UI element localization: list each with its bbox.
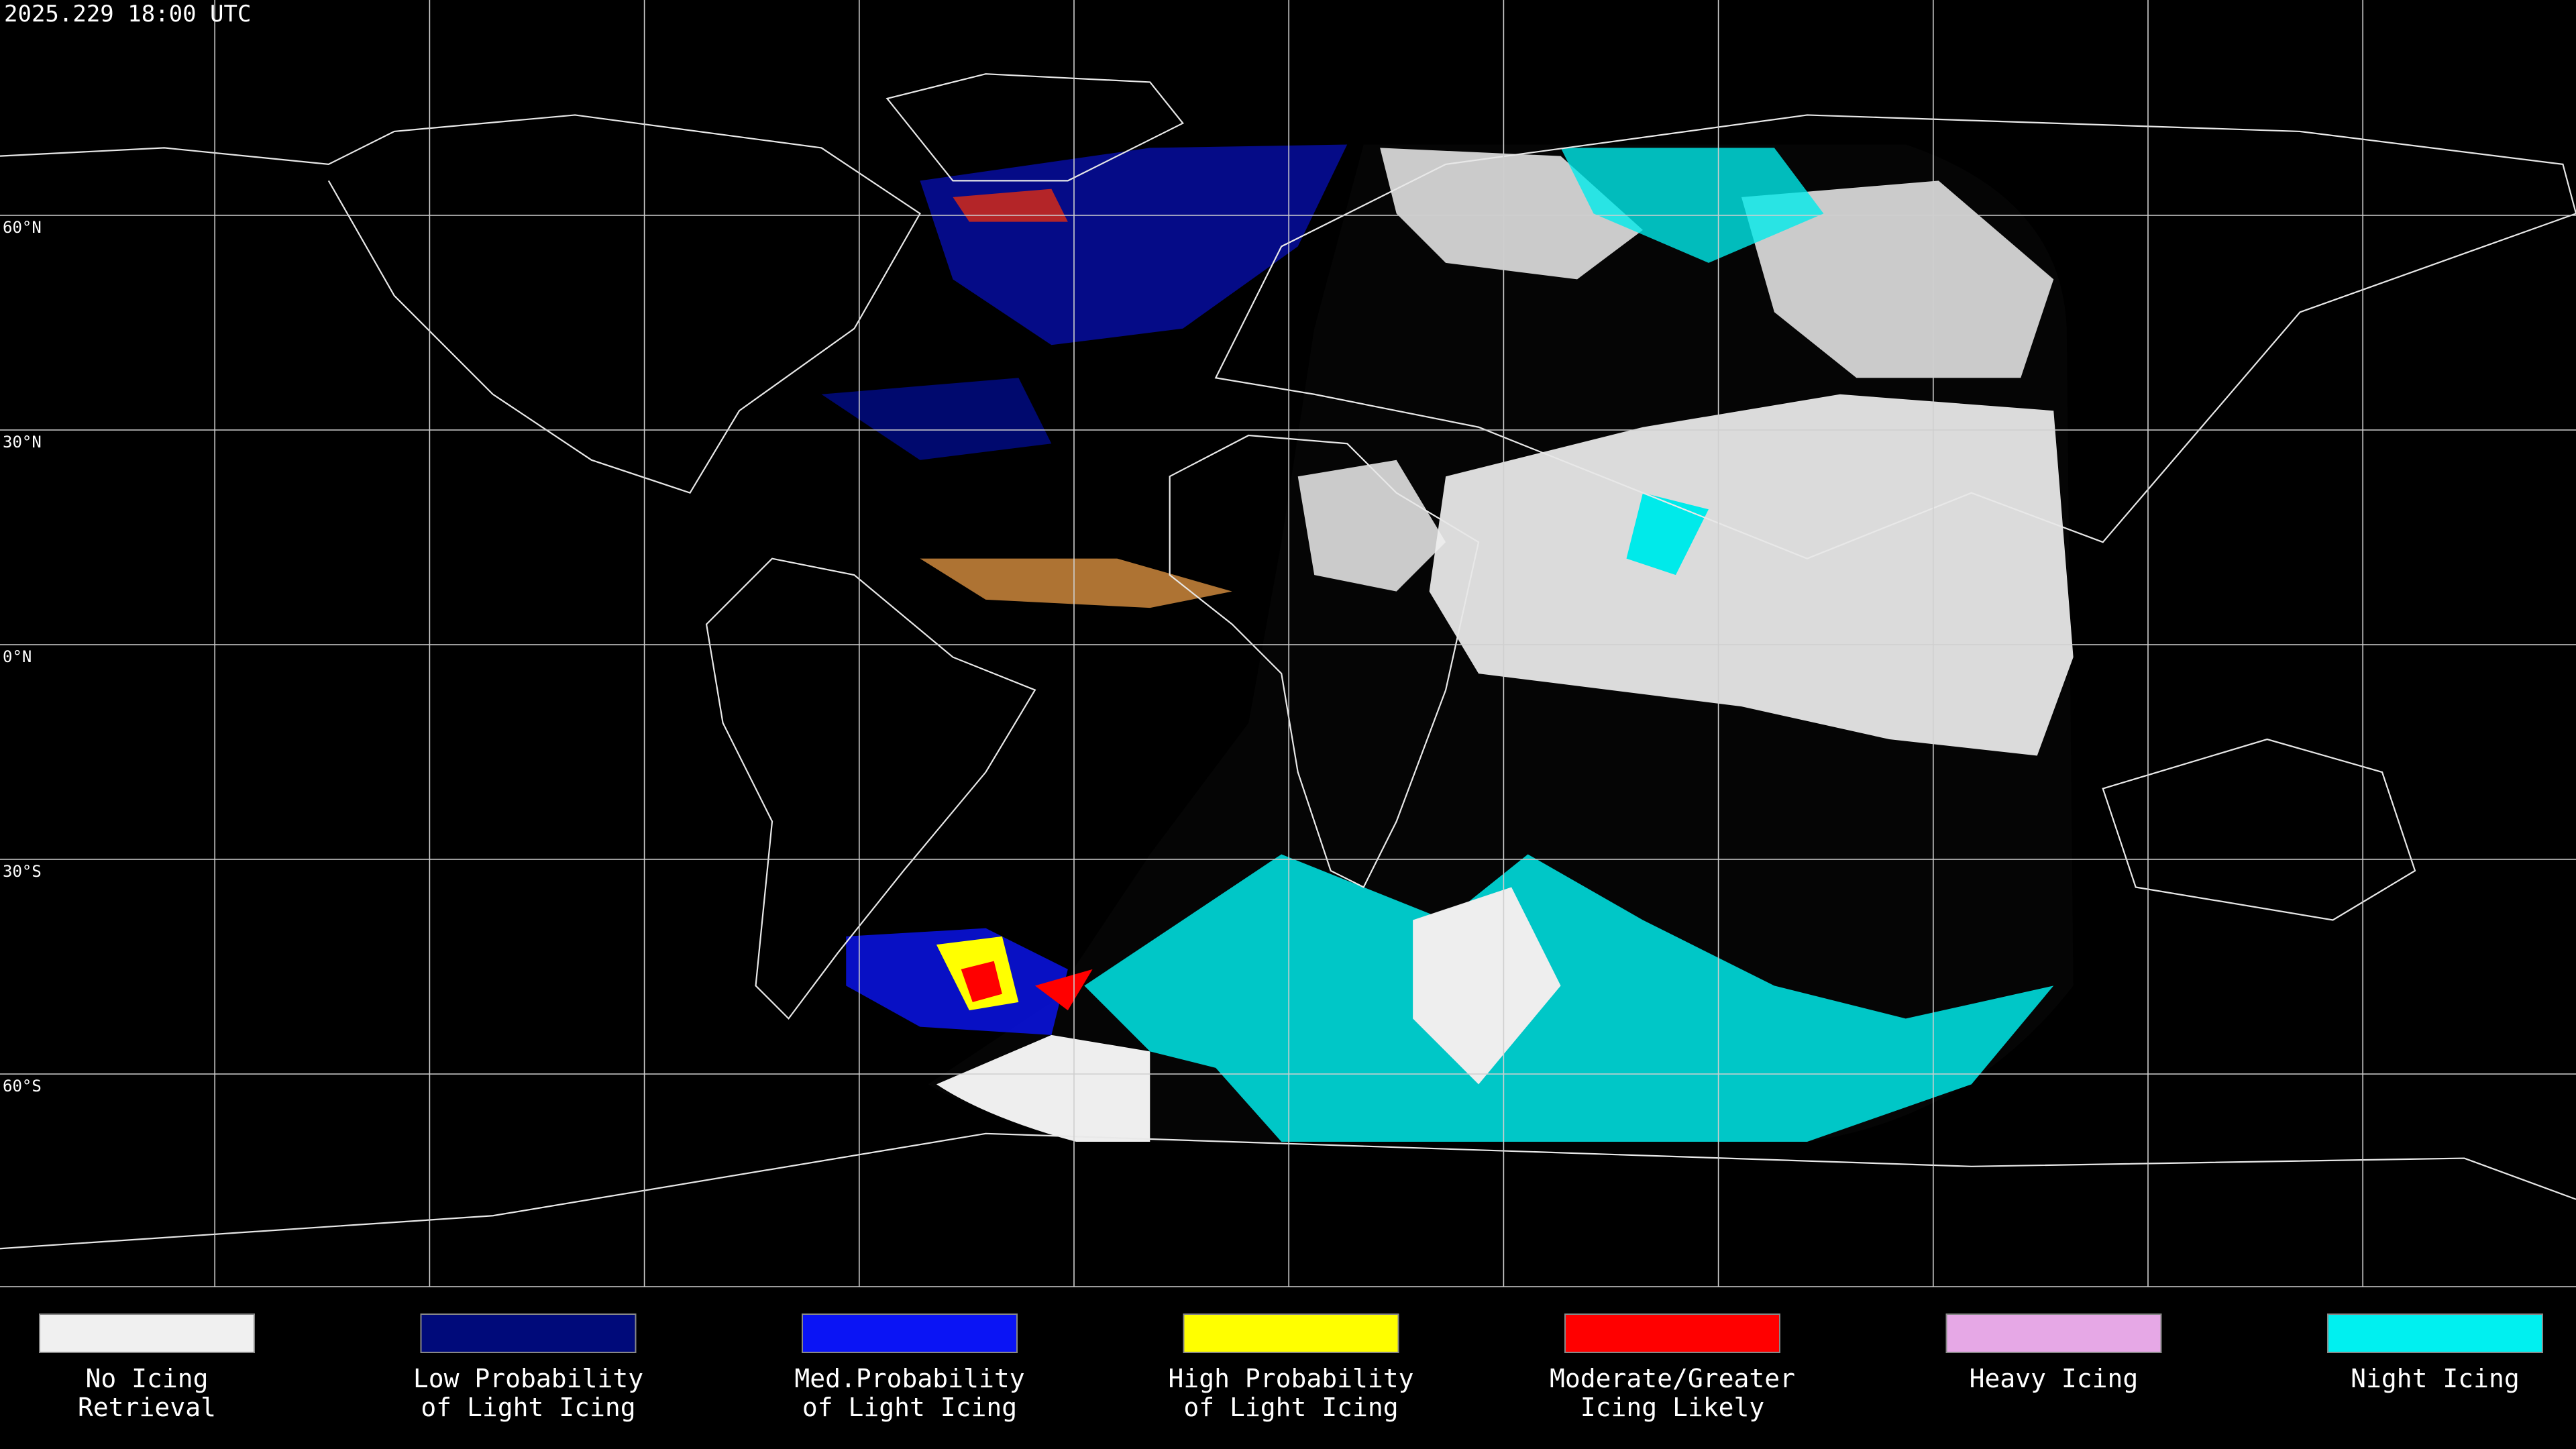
lat-label: 30°N xyxy=(3,433,42,451)
cloud-no-icing xyxy=(1297,460,1446,592)
legend-swatch xyxy=(802,1313,1018,1353)
legend-label: Icing Likely xyxy=(1580,1393,1765,1422)
lat-label: 60°N xyxy=(3,218,42,237)
legend-swatch xyxy=(1945,1313,2162,1353)
legend-label: of Light Icing xyxy=(802,1393,1017,1422)
legend-label: No Icing xyxy=(85,1364,208,1393)
cloud-no-icing xyxy=(1413,887,1561,1085)
cloud-night-icing xyxy=(1626,492,1709,576)
graticule xyxy=(0,0,2576,1287)
coastline xyxy=(705,557,1036,1020)
cloud-night-icing xyxy=(1560,148,1824,263)
legend-swatch xyxy=(420,1313,637,1353)
legend-label: Low Probability xyxy=(413,1364,643,1393)
icing-high xyxy=(920,558,1232,608)
lat-labels: 60°N 30°N 0°N 30°S 60°S xyxy=(3,218,42,1095)
legend-swatch xyxy=(2327,1313,2543,1353)
map-imagery xyxy=(0,73,2576,1250)
legend-label: Night Icing xyxy=(2351,1364,2520,1393)
legend-label: of Light Icing xyxy=(1183,1393,1398,1422)
cloud-no-icing xyxy=(1429,394,2074,756)
lat-label: 30°S xyxy=(3,862,42,881)
coastline xyxy=(2102,738,2416,921)
coastline xyxy=(0,1132,2576,1250)
cloud-night-icing xyxy=(1084,854,2054,1142)
legend-label: Med.Probability xyxy=(794,1364,1024,1393)
legend-swatch xyxy=(1183,1313,1399,1353)
legend-swatch xyxy=(39,1313,255,1353)
coastline xyxy=(885,73,1184,182)
lat-label: 0°N xyxy=(3,647,32,666)
legend-label: High Probability xyxy=(1168,1364,1413,1393)
coastline xyxy=(0,114,921,494)
coastline xyxy=(1169,434,1480,888)
legend-label: of Light Icing xyxy=(421,1393,635,1422)
legend-label: Retrieval xyxy=(78,1393,216,1422)
icing-moderate xyxy=(1034,969,1093,1011)
cloud-no-icing xyxy=(1741,180,2054,378)
timestamp: 2025.229 18:00 UTC xyxy=(4,1,251,28)
legend-label: Heavy Icing xyxy=(1970,1364,2139,1393)
icing-moderate xyxy=(953,189,1068,222)
lat-label: 60°S xyxy=(3,1077,42,1095)
legend-label: Moderate/Greater xyxy=(1550,1364,1795,1393)
cloud-no-icing xyxy=(936,1034,1150,1142)
icing-low xyxy=(821,378,1052,460)
legend-swatch xyxy=(1564,1313,1780,1353)
coastline xyxy=(1214,114,2576,559)
icing-moderate xyxy=(961,961,1002,1002)
